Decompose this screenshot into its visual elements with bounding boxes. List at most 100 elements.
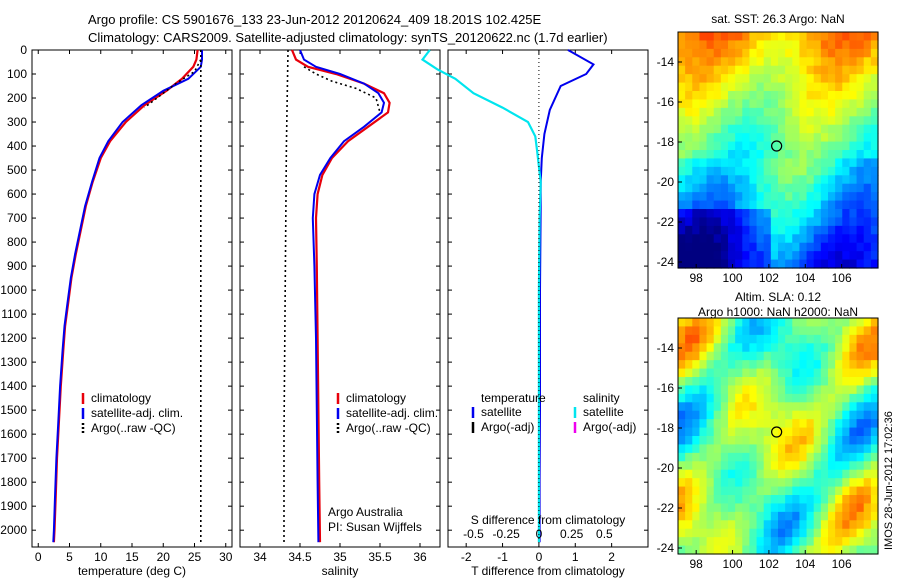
sla-map-cell (820, 334, 829, 344)
sst-map-cell (792, 116, 801, 126)
sla-map-cell (770, 545, 779, 555)
sla-map-cell (799, 326, 808, 336)
sst-map-cell (692, 74, 701, 84)
sla-map-cell (735, 419, 743, 429)
sst-map-cell (742, 32, 751, 42)
sla-map-cell (692, 351, 701, 361)
sst-map-cell (828, 242, 836, 252)
sst-map-cell (813, 82, 822, 92)
sst-map-cell (785, 82, 793, 92)
sst-map-cell (763, 225, 772, 235)
sla-map-cell (763, 503, 772, 513)
sst-map-cell (756, 158, 765, 168)
sst-map-cell (863, 124, 872, 134)
sla-map-cell (785, 334, 793, 344)
sla-map-cell (806, 520, 815, 530)
sla-map-cell (778, 385, 786, 395)
sst-map-cell (756, 40, 765, 50)
sla-map-cell (770, 511, 779, 521)
sla-map-cell (820, 410, 829, 420)
sla-map-cell (720, 334, 729, 344)
sst-map-cell (863, 192, 872, 202)
sst-map-cell (770, 166, 779, 176)
sla-map-cell (713, 528, 722, 538)
sla-map-cell (685, 486, 693, 496)
sst-map-cell (828, 91, 836, 101)
sla-map-cell (849, 351, 858, 361)
sst-map-cell (870, 251, 879, 261)
sst-map-cell (713, 242, 722, 252)
sla-map-cell (685, 368, 693, 378)
sla-map-cell (799, 503, 808, 513)
sla-map-cell (685, 452, 693, 462)
sst-map-cell (749, 242, 758, 252)
temperature-panel: 0100200300400500600700800900100011001200… (0, 43, 232, 578)
sst-map-ytick-label: -24 (657, 255, 675, 269)
sla-map-cell (863, 503, 872, 513)
sst-map-cell (849, 209, 858, 219)
sla-map-cell (756, 478, 765, 488)
sla-map-cell (728, 461, 736, 471)
temperature-xtick-label: 15 (125, 550, 139, 564)
sla-map-cell (870, 511, 879, 521)
sla-map-cell (735, 503, 743, 513)
sst-map-cell (706, 209, 715, 219)
sst-map-cell (728, 175, 736, 185)
sst-map-cell (735, 259, 743, 269)
sla-map-cell (763, 478, 772, 488)
sst-map-cell (849, 234, 858, 244)
sst-map-cell (863, 107, 872, 117)
sst-map-cell (763, 217, 772, 227)
salinity-series-climatology (290, 49, 391, 543)
sla-map-cell (742, 511, 751, 521)
sst-map-cell (849, 32, 858, 42)
sst-map-cell (692, 209, 701, 219)
sla-map-cell (720, 436, 729, 446)
sst-map-cell (813, 48, 822, 58)
sst-map-cell (799, 150, 808, 160)
sst-map-cell (806, 225, 815, 235)
sst-map-cell (828, 234, 836, 244)
sst-map-cell (778, 200, 786, 210)
sla-map-cell (806, 334, 815, 344)
sla-map-cell (720, 469, 729, 479)
sla-map-cell (870, 343, 879, 353)
sla-map-cell (720, 461, 729, 471)
sla-map-cell (799, 486, 808, 496)
sla-map-cell (842, 402, 851, 412)
sla-map-cell (842, 351, 851, 361)
difference-top-tick-label: 0.25 (560, 527, 584, 541)
sla-map-cell (813, 503, 822, 513)
sla-map-cell (706, 402, 715, 412)
sst-map-cell (835, 82, 843, 92)
sla-map-cell (699, 326, 708, 336)
sst-map-cell (820, 107, 829, 117)
sla-map-cell (720, 393, 729, 403)
sla-map-cell (849, 469, 858, 479)
sst-map-cell (699, 217, 708, 227)
sst-map-cell (735, 217, 743, 227)
sst-map-cell (685, 57, 693, 67)
sla-map-cell (863, 461, 872, 471)
sst-map-cell (828, 40, 836, 50)
sla-map-cell (778, 402, 786, 412)
sst-map-cell (820, 234, 829, 244)
sla-map-cell (799, 410, 808, 420)
sst-map-cell (842, 133, 851, 143)
sla-map-cell (849, 318, 858, 328)
sst-map-cell (820, 192, 829, 202)
sst-map-cell (778, 150, 786, 160)
sst-map-cell (749, 133, 758, 143)
sst-map-cell (770, 141, 779, 151)
difference-legend-title-temperature: temperature (481, 391, 546, 405)
sst-map-cell (842, 124, 851, 134)
sst-map-cell (699, 150, 708, 160)
sla-map-cell (785, 520, 793, 530)
sst-map-cell (735, 150, 743, 160)
salinity-panel: 34 34.5 35 35.5 36salinityclimatologysatelli… (239, 49, 441, 578)
sst-map-cell (742, 150, 751, 160)
sla-map-cell (678, 419, 686, 429)
sst-map-cell (828, 175, 836, 185)
sst-map-cell (699, 74, 708, 84)
sst-map-cell (835, 74, 843, 84)
